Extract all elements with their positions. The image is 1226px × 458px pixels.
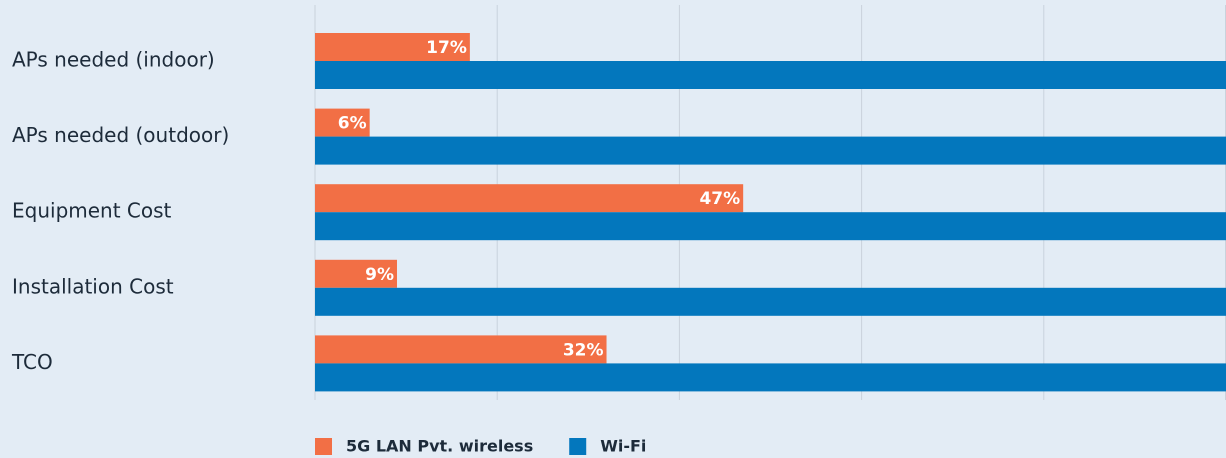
bar xyxy=(315,108,370,137)
bar xyxy=(315,136,1226,165)
category-label: Equipment Cost xyxy=(12,199,172,223)
legend-swatch xyxy=(315,438,332,455)
legend-swatch xyxy=(569,438,587,455)
bar xyxy=(315,33,470,61)
legend-label: 5G LAN Pvt. wireless xyxy=(346,437,533,456)
bar xyxy=(315,363,1226,392)
category-label: APs needed (outdoor) xyxy=(12,123,229,147)
value-label: 47% xyxy=(699,189,740,209)
bar xyxy=(315,259,397,288)
value-label: 17% xyxy=(426,38,467,58)
legend-label: Wi-Fi xyxy=(600,437,646,456)
category-label: APs needed (indoor) xyxy=(12,48,215,72)
value-label: 9% xyxy=(365,265,394,285)
value-label: 32% xyxy=(563,340,604,360)
category-label: TCO xyxy=(11,350,53,374)
bar xyxy=(315,61,1226,89)
category-label: Installation Cost xyxy=(12,274,174,298)
bar xyxy=(315,335,607,364)
value-label: 6% xyxy=(338,114,367,134)
bar xyxy=(315,184,744,213)
bar xyxy=(315,212,1226,241)
bar xyxy=(315,287,1226,316)
